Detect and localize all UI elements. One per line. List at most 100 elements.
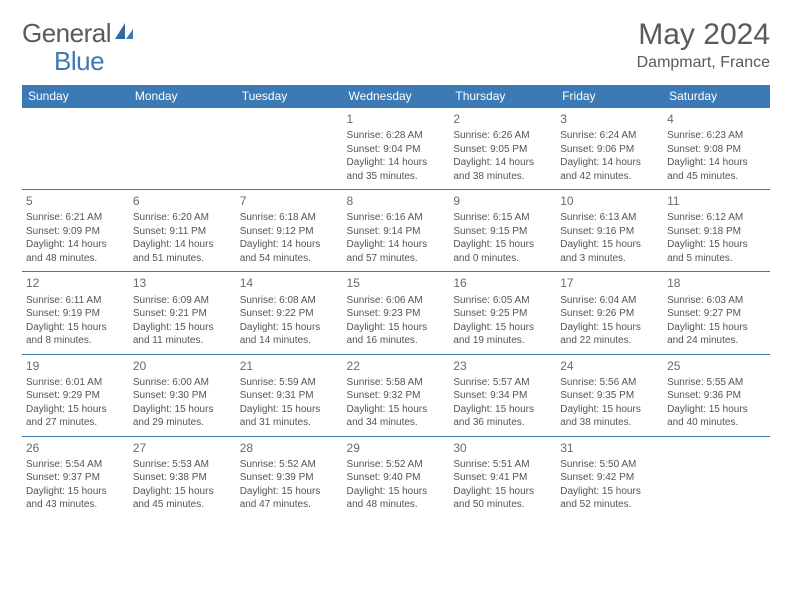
day-header-row: Sunday Monday Tuesday Wednesday Thursday…: [22, 85, 770, 108]
col-saturday: Saturday: [663, 85, 770, 108]
calendar-cell: 17Sunrise: 6:04 AMSunset: 9:26 PMDayligh…: [556, 272, 663, 354]
sunrise-text: Sunrise: 6:26 AM: [453, 129, 552, 143]
calendar-cell: 16Sunrise: 6:05 AMSunset: 9:25 PMDayligh…: [449, 272, 556, 354]
calendar-cell: 8Sunrise: 6:16 AMSunset: 9:14 PMDaylight…: [343, 190, 450, 272]
brand-logo: General: [22, 18, 137, 49]
calendar-row: 5Sunrise: 6:21 AMSunset: 9:09 PMDaylight…: [22, 190, 770, 272]
daylight-text: Daylight: 15 hours and 0 minutes.: [453, 238, 552, 265]
calendar-cell: 20Sunrise: 6:00 AMSunset: 9:30 PMDayligh…: [129, 354, 236, 436]
day-number: 8: [347, 193, 446, 209]
calendar-cell: 23Sunrise: 5:57 AMSunset: 9:34 PMDayligh…: [449, 354, 556, 436]
daylight-text: Daylight: 15 hours and 31 minutes.: [240, 403, 339, 430]
day-number: 1: [347, 111, 446, 127]
sunset-text: Sunset: 9:05 PM: [453, 143, 552, 157]
day-number: 19: [26, 358, 125, 374]
daylight-text: Daylight: 14 hours and 42 minutes.: [560, 156, 659, 183]
month-title: May 2024: [637, 18, 770, 52]
sunset-text: Sunset: 9:30 PM: [133, 389, 232, 403]
sunrise-text: Sunrise: 6:23 AM: [667, 129, 766, 143]
daylight-text: Daylight: 15 hours and 8 minutes.: [26, 321, 125, 348]
calendar-cell: 7Sunrise: 6:18 AMSunset: 9:12 PMDaylight…: [236, 190, 343, 272]
daylight-text: Daylight: 15 hours and 38 minutes.: [560, 403, 659, 430]
sunset-text: Sunset: 9:14 PM: [347, 225, 446, 239]
sunrise-text: Sunrise: 6:05 AM: [453, 294, 552, 308]
daylight-text: Daylight: 15 hours and 27 minutes.: [26, 403, 125, 430]
calendar-cell: 30Sunrise: 5:51 AMSunset: 9:41 PMDayligh…: [449, 436, 556, 518]
col-sunday: Sunday: [22, 85, 129, 108]
daylight-text: Daylight: 14 hours and 45 minutes.: [667, 156, 766, 183]
day-number: 11: [667, 193, 766, 209]
calendar-cell: 15Sunrise: 6:06 AMSunset: 9:23 PMDayligh…: [343, 272, 450, 354]
location-label: Dampmart, France: [637, 54, 770, 72]
col-thursday: Thursday: [449, 85, 556, 108]
calendar-cell: 12Sunrise: 6:11 AMSunset: 9:19 PMDayligh…: [22, 272, 129, 354]
day-number: 16: [453, 275, 552, 291]
sunset-text: Sunset: 9:22 PM: [240, 307, 339, 321]
calendar-cell: [663, 436, 770, 518]
calendar-cell: 21Sunrise: 5:59 AMSunset: 9:31 PMDayligh…: [236, 354, 343, 436]
sunrise-text: Sunrise: 6:15 AM: [453, 211, 552, 225]
sunset-text: Sunset: 9:31 PM: [240, 389, 339, 403]
calendar-cell: 1Sunrise: 6:28 AMSunset: 9:04 PMDaylight…: [343, 108, 450, 190]
sunrise-text: Sunrise: 6:06 AM: [347, 294, 446, 308]
day-number: 31: [560, 440, 659, 456]
col-friday: Friday: [556, 85, 663, 108]
calendar-row: 12Sunrise: 6:11 AMSunset: 9:19 PMDayligh…: [22, 272, 770, 354]
calendar-cell: 11Sunrise: 6:12 AMSunset: 9:18 PMDayligh…: [663, 190, 770, 272]
sunrise-text: Sunrise: 5:57 AM: [453, 376, 552, 390]
day-number: 30: [453, 440, 552, 456]
sunset-text: Sunset: 9:12 PM: [240, 225, 339, 239]
calendar-cell: 10Sunrise: 6:13 AMSunset: 9:16 PMDayligh…: [556, 190, 663, 272]
calendar-cell: 13Sunrise: 6:09 AMSunset: 9:21 PMDayligh…: [129, 272, 236, 354]
daylight-text: Daylight: 15 hours and 22 minutes.: [560, 321, 659, 348]
calendar-cell: 14Sunrise: 6:08 AMSunset: 9:22 PMDayligh…: [236, 272, 343, 354]
calendar-cell: 29Sunrise: 5:52 AMSunset: 9:40 PMDayligh…: [343, 436, 450, 518]
daylight-text: Daylight: 15 hours and 34 minutes.: [347, 403, 446, 430]
sunrise-text: Sunrise: 6:11 AM: [26, 294, 125, 308]
sunrise-text: Sunrise: 6:00 AM: [133, 376, 232, 390]
calendar-cell: [236, 108, 343, 190]
sunset-text: Sunset: 9:23 PM: [347, 307, 446, 321]
day-number: 17: [560, 275, 659, 291]
daylight-text: Daylight: 15 hours and 5 minutes.: [667, 238, 766, 265]
sunset-text: Sunset: 9:08 PM: [667, 143, 766, 157]
day-number: 3: [560, 111, 659, 127]
calendar-row: 26Sunrise: 5:54 AMSunset: 9:37 PMDayligh…: [22, 436, 770, 518]
daylight-text: Daylight: 15 hours and 50 minutes.: [453, 485, 552, 512]
sunset-text: Sunset: 9:27 PM: [667, 307, 766, 321]
daylight-text: Daylight: 14 hours and 48 minutes.: [26, 238, 125, 265]
sunset-text: Sunset: 9:29 PM: [26, 389, 125, 403]
sunset-text: Sunset: 9:09 PM: [26, 225, 125, 239]
sunset-text: Sunset: 9:19 PM: [26, 307, 125, 321]
calendar-cell: 24Sunrise: 5:56 AMSunset: 9:35 PMDayligh…: [556, 354, 663, 436]
sunrise-text: Sunrise: 6:13 AM: [560, 211, 659, 225]
sunset-text: Sunset: 9:42 PM: [560, 471, 659, 485]
sunrise-text: Sunrise: 6:20 AM: [133, 211, 232, 225]
day-number: 2: [453, 111, 552, 127]
day-number: 13: [133, 275, 232, 291]
sunrise-text: Sunrise: 5:59 AM: [240, 376, 339, 390]
sunrise-text: Sunrise: 6:04 AM: [560, 294, 659, 308]
sunrise-text: Sunrise: 5:54 AM: [26, 458, 125, 472]
sunrise-text: Sunrise: 5:53 AM: [133, 458, 232, 472]
title-block: May 2024 Dampmart, France: [637, 18, 770, 72]
sail-icon: [113, 21, 135, 46]
daylight-text: Daylight: 15 hours and 29 minutes.: [133, 403, 232, 430]
sunset-text: Sunset: 9:15 PM: [453, 225, 552, 239]
daylight-text: Daylight: 15 hours and 48 minutes.: [347, 485, 446, 512]
sunrise-text: Sunrise: 5:55 AM: [667, 376, 766, 390]
day-number: 5: [26, 193, 125, 209]
sunset-text: Sunset: 9:36 PM: [667, 389, 766, 403]
calendar-cell: 4Sunrise: 6:23 AMSunset: 9:08 PMDaylight…: [663, 108, 770, 190]
calendar-cell: 26Sunrise: 5:54 AMSunset: 9:37 PMDayligh…: [22, 436, 129, 518]
sunrise-text: Sunrise: 6:08 AM: [240, 294, 339, 308]
daylight-text: Daylight: 15 hours and 43 minutes.: [26, 485, 125, 512]
day-number: 7: [240, 193, 339, 209]
col-monday: Monday: [129, 85, 236, 108]
sunset-text: Sunset: 9:25 PM: [453, 307, 552, 321]
brand-part2-wrap: Blue: [22, 46, 142, 77]
calendar-cell: 6Sunrise: 6:20 AMSunset: 9:11 PMDaylight…: [129, 190, 236, 272]
calendar-cell: 22Sunrise: 5:58 AMSunset: 9:32 PMDayligh…: [343, 354, 450, 436]
daylight-text: Daylight: 15 hours and 47 minutes.: [240, 485, 339, 512]
day-number: 22: [347, 358, 446, 374]
